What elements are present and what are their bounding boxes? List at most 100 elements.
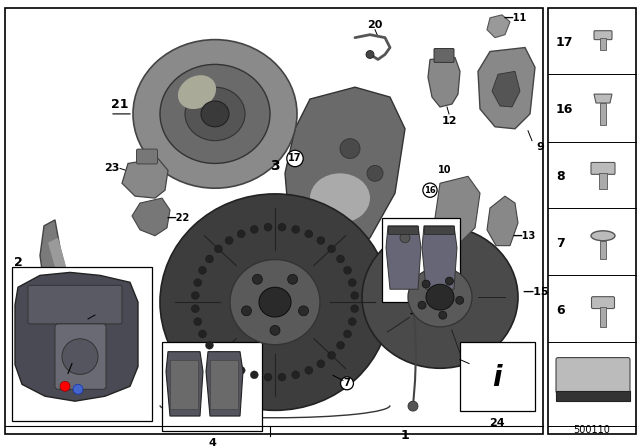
Bar <box>556 391 630 401</box>
Circle shape <box>337 341 344 349</box>
Bar <box>5 8 543 434</box>
Circle shape <box>62 339 98 375</box>
Ellipse shape <box>362 226 518 368</box>
FancyBboxPatch shape <box>136 149 157 164</box>
Polygon shape <box>15 272 138 401</box>
Circle shape <box>351 292 358 300</box>
Ellipse shape <box>408 267 472 327</box>
Circle shape <box>346 194 364 212</box>
Bar <box>162 342 262 431</box>
Circle shape <box>191 292 199 300</box>
Bar <box>12 267 152 421</box>
Text: 6: 6 <box>102 312 108 322</box>
Circle shape <box>250 225 259 233</box>
Text: —11: —11 <box>504 13 527 23</box>
Ellipse shape <box>160 194 390 410</box>
Ellipse shape <box>426 284 454 310</box>
Bar <box>210 360 238 409</box>
Circle shape <box>344 330 351 338</box>
FancyBboxPatch shape <box>434 48 454 62</box>
FancyBboxPatch shape <box>591 163 615 174</box>
Polygon shape <box>386 226 421 289</box>
Polygon shape <box>487 196 518 246</box>
Polygon shape <box>206 352 243 416</box>
Text: 500110: 500110 <box>573 425 611 435</box>
Ellipse shape <box>310 173 370 223</box>
Circle shape <box>252 274 262 284</box>
Text: 7: 7 <box>344 379 350 388</box>
Circle shape <box>317 360 325 368</box>
Polygon shape <box>132 198 170 236</box>
Circle shape <box>456 297 464 304</box>
Text: 21: 21 <box>111 98 129 111</box>
Polygon shape <box>478 47 535 129</box>
Circle shape <box>225 360 233 368</box>
Circle shape <box>264 373 272 381</box>
Circle shape <box>351 305 358 313</box>
Bar <box>599 173 607 189</box>
Circle shape <box>408 401 418 411</box>
Circle shape <box>340 139 360 159</box>
Circle shape <box>73 384 83 394</box>
Circle shape <box>418 301 426 309</box>
Text: 17: 17 <box>288 154 301 164</box>
Polygon shape <box>40 220 88 365</box>
Bar <box>170 360 198 409</box>
Polygon shape <box>594 94 612 103</box>
Text: —14: —14 <box>410 309 433 319</box>
Circle shape <box>270 325 280 335</box>
FancyBboxPatch shape <box>591 297 614 309</box>
Circle shape <box>366 51 374 58</box>
Circle shape <box>328 351 335 359</box>
Text: —19: —19 <box>419 292 442 302</box>
Bar <box>424 226 454 234</box>
Circle shape <box>237 230 245 238</box>
Ellipse shape <box>178 75 216 109</box>
Circle shape <box>214 245 223 253</box>
Ellipse shape <box>133 39 297 188</box>
Text: 18: 18 <box>282 260 298 271</box>
Circle shape <box>205 341 214 349</box>
Text: 9: 9 <box>536 142 544 151</box>
Bar <box>382 218 460 302</box>
FancyBboxPatch shape <box>28 285 122 324</box>
Circle shape <box>337 255 344 263</box>
Circle shape <box>278 373 286 381</box>
Polygon shape <box>487 15 510 38</box>
Ellipse shape <box>160 65 270 164</box>
Bar <box>600 103 606 125</box>
Circle shape <box>317 237 325 245</box>
Text: —13: —13 <box>513 231 536 241</box>
Ellipse shape <box>201 101 229 127</box>
Circle shape <box>194 279 202 287</box>
Circle shape <box>348 279 356 287</box>
Circle shape <box>214 351 223 359</box>
Bar <box>460 342 535 411</box>
Circle shape <box>205 255 214 263</box>
Text: 16: 16 <box>556 103 573 116</box>
Circle shape <box>292 225 300 233</box>
Circle shape <box>305 366 313 375</box>
Polygon shape <box>428 57 460 107</box>
Text: 2: 2 <box>14 256 23 269</box>
Text: 7: 7 <box>468 362 476 371</box>
Circle shape <box>241 306 252 316</box>
Circle shape <box>278 223 286 231</box>
Polygon shape <box>422 226 457 289</box>
Ellipse shape <box>591 231 615 241</box>
Text: 24: 24 <box>489 418 505 428</box>
Polygon shape <box>492 71 520 107</box>
Bar <box>548 8 636 434</box>
Text: 23: 23 <box>104 164 120 173</box>
Text: 8: 8 <box>556 170 564 183</box>
Circle shape <box>367 165 383 181</box>
Circle shape <box>422 280 430 288</box>
Circle shape <box>237 366 245 375</box>
Text: 5: 5 <box>64 376 72 386</box>
Polygon shape <box>48 238 72 297</box>
Circle shape <box>250 371 259 379</box>
Text: 8: 8 <box>29 277 35 287</box>
Circle shape <box>400 233 410 243</box>
Circle shape <box>191 305 199 313</box>
Text: 16: 16 <box>424 185 436 195</box>
